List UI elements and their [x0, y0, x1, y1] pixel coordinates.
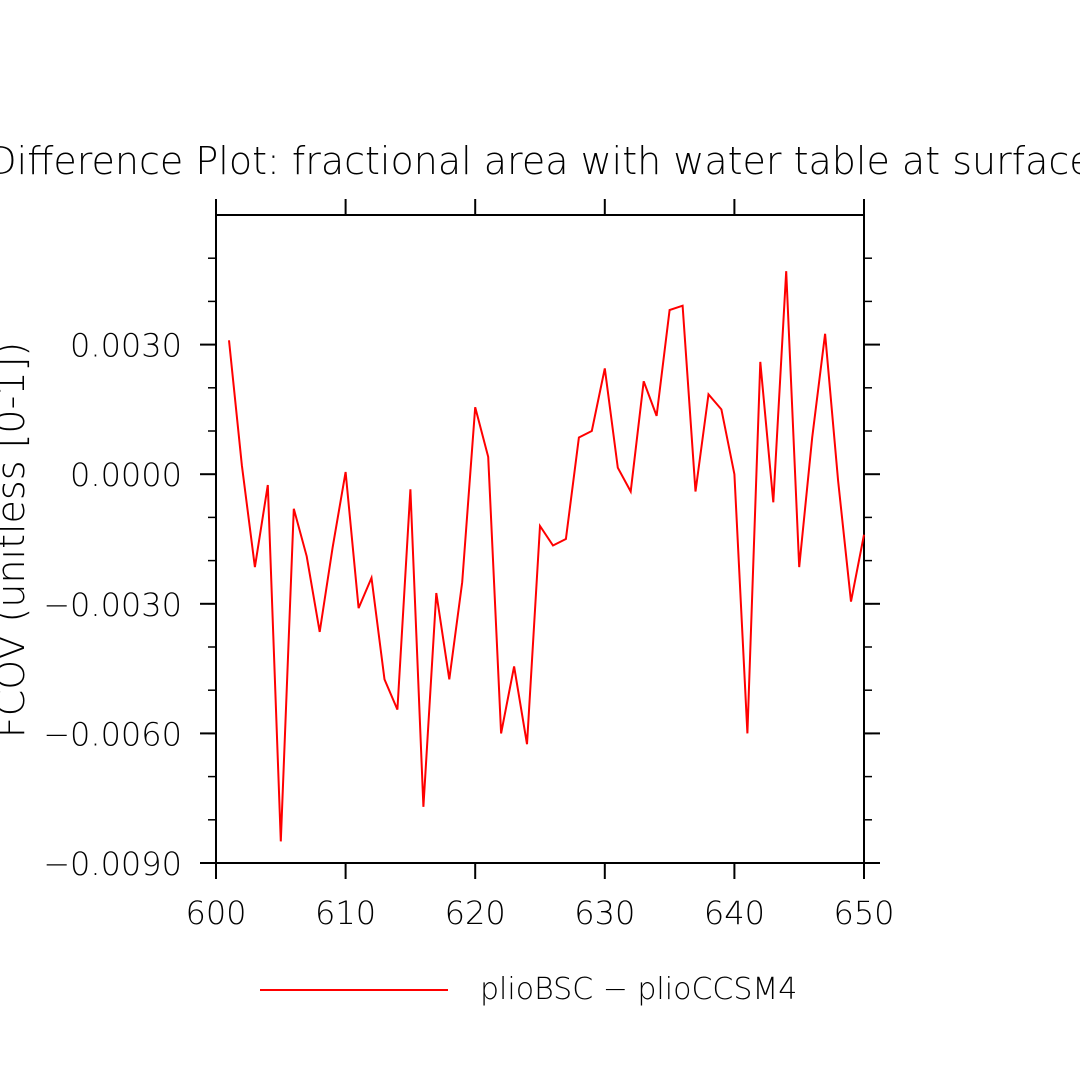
- x-tick-label: 610: [315, 894, 376, 932]
- series-line: [228, 271, 865, 842]
- y-axis: 0.0030 0.0000 −0.0030 −0.0060 −0.0090: [43, 257, 880, 883]
- y-tick-label: −0.0090: [43, 845, 182, 883]
- y-axis-label: FCOV (unitless [0-1]): [0, 342, 33, 738]
- x-tick-label: 630: [574, 894, 635, 932]
- chart-title: Difference Plot: fractional area with wa…: [0, 139, 1080, 183]
- y-tick-label: 0.0000: [70, 456, 182, 494]
- legend-label: plioBSC − plioCCSM4: [480, 972, 797, 1007]
- series-layer: [228, 271, 865, 842]
- x-tick-label: 620: [445, 894, 506, 932]
- y-tick-label: −0.0060: [43, 715, 182, 753]
- y-tick-label: 0.0030: [70, 327, 182, 365]
- y-tick-label: −0.0030: [43, 586, 182, 624]
- x-tick-label: 650: [833, 894, 894, 932]
- x-tick-label: 640: [704, 894, 765, 932]
- x-axis: 600 610 620 630 640 650: [185, 199, 895, 932]
- legend: plioBSC − plioCCSM4: [260, 972, 797, 1007]
- x-tick-label: 600: [185, 894, 246, 932]
